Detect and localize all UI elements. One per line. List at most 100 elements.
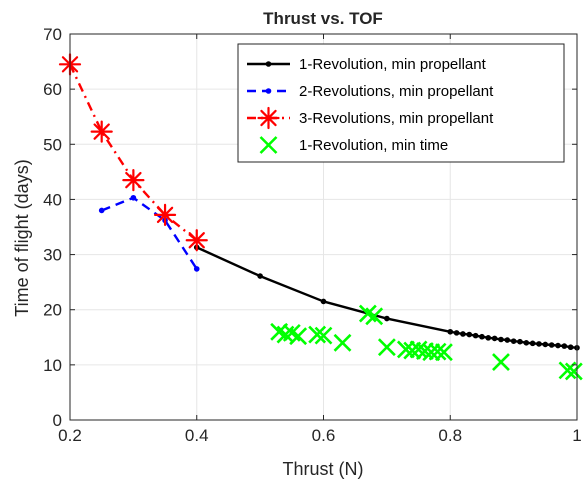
data-point	[536, 341, 542, 347]
x-stroke	[333, 333, 352, 352]
y-tick-label: 60	[43, 80, 62, 99]
data-point	[548, 342, 555, 348]
asterisk-stroke	[260, 109, 277, 127]
legend-box	[237, 43, 565, 163]
data-point	[98, 207, 105, 214]
data-point	[434, 343, 453, 362]
data-point	[564, 362, 583, 381]
plot-frame	[69, 33, 578, 421]
data-point	[517, 338, 523, 345]
data-point	[422, 343, 441, 362]
y-tick-label: 20	[43, 301, 62, 320]
series-3	[58, 53, 208, 252]
data-point	[460, 331, 466, 337]
data-point	[428, 342, 447, 361]
legend-label: 2-Revolutions, min propellant	[299, 83, 494, 100]
legend-marker	[265, 88, 272, 94]
y-axis-label: Time of flight (days)	[12, 159, 32, 316]
y-tick-label: 70	[43, 25, 62, 44]
legend-label: 3-Revolutions, min propellant	[299, 110, 494, 127]
data-point	[542, 341, 549, 348]
y-tick-label: 30	[43, 246, 62, 265]
asterisk-stroke	[125, 171, 142, 189]
x-stroke	[428, 342, 447, 361]
data-point	[529, 340, 536, 347]
legend-marker	[257, 106, 280, 130]
data-point	[492, 353, 510, 372]
x-stroke	[365, 307, 384, 326]
series-1	[193, 244, 580, 351]
x-axis-label: Thrust (N)	[283, 459, 364, 479]
y-tick-label: 10	[43, 356, 62, 375]
legend: 1-Revolution, min propellant 2-Revolution…	[237, 43, 565, 163]
x-stroke	[377, 338, 396, 357]
data-point	[377, 338, 396, 357]
series-2	[98, 194, 200, 272]
y-tick-label: 40	[43, 190, 62, 209]
data-point	[504, 337, 511, 343]
data-point	[289, 327, 308, 346]
data-point	[314, 326, 333, 345]
x-tick-label: 0.4	[185, 426, 209, 445]
asterisk-stroke	[156, 206, 174, 224]
data-point	[365, 307, 384, 326]
data-point	[485, 335, 492, 341]
data-point	[447, 328, 454, 335]
data-point	[567, 344, 574, 351]
data-point	[523, 340, 530, 346]
legend-label: 1-Revolution, min propellant	[299, 56, 487, 73]
y-tick-label: 0	[53, 411, 62, 430]
legend-entry: 1-Revolution, min time	[259, 136, 448, 154]
x-stroke	[282, 323, 301, 342]
axes	[69, 33, 578, 421]
data-point	[333, 333, 352, 352]
x-stroke	[358, 304, 377, 323]
legend-entry: 1-Revolution, min propellant	[247, 56, 487, 73]
series-4	[270, 304, 583, 381]
data-point	[122, 169, 145, 192]
data-point	[453, 330, 460, 336]
data-point	[193, 266, 200, 272]
y-tick-label: 50	[43, 135, 62, 154]
legend-entry: 2-Revolutions, min propellant	[247, 83, 494, 100]
x-tick-label: 0.8	[438, 426, 462, 445]
data-point	[561, 343, 568, 349]
data-point	[308, 325, 327, 344]
x-stroke	[308, 325, 327, 344]
data-point	[498, 336, 504, 343]
data-point	[320, 298, 327, 305]
legend-entry: 3-Revolutions, min propellant	[247, 106, 494, 130]
data-point	[396, 340, 415, 359]
x-stroke	[289, 327, 308, 346]
data-point	[479, 333, 485, 340]
x-tick-label: 0.2	[58, 426, 82, 445]
data-point	[384, 315, 390, 322]
data-point	[472, 332, 479, 339]
data-point	[90, 120, 113, 143]
series-layer	[58, 53, 583, 381]
x-stroke	[492, 353, 510, 372]
data-point	[510, 338, 517, 344]
x-stroke	[259, 136, 278, 154]
data-point	[185, 229, 208, 252]
chart-title: Thrust vs. TOF	[263, 9, 383, 28]
legend-marker	[265, 61, 272, 67]
x-stroke	[434, 343, 453, 362]
data-point	[555, 342, 561, 349]
data-point	[130, 194, 137, 201]
x-tick-label: 0.6	[312, 426, 336, 445]
legend-label: 1-Revolution, min time	[299, 137, 448, 154]
data-point	[491, 335, 498, 342]
x-stroke	[564, 362, 583, 381]
data-point	[153, 203, 177, 226]
asterisk-stroke	[93, 123, 110, 140]
series-line	[101, 196, 198, 270]
data-point	[257, 273, 263, 279]
x-stroke	[396, 340, 415, 359]
asterisk-stroke	[188, 232, 205, 249]
x-tick-label: 1	[572, 426, 581, 445]
data-point	[466, 331, 473, 338]
x-stroke	[422, 343, 441, 362]
